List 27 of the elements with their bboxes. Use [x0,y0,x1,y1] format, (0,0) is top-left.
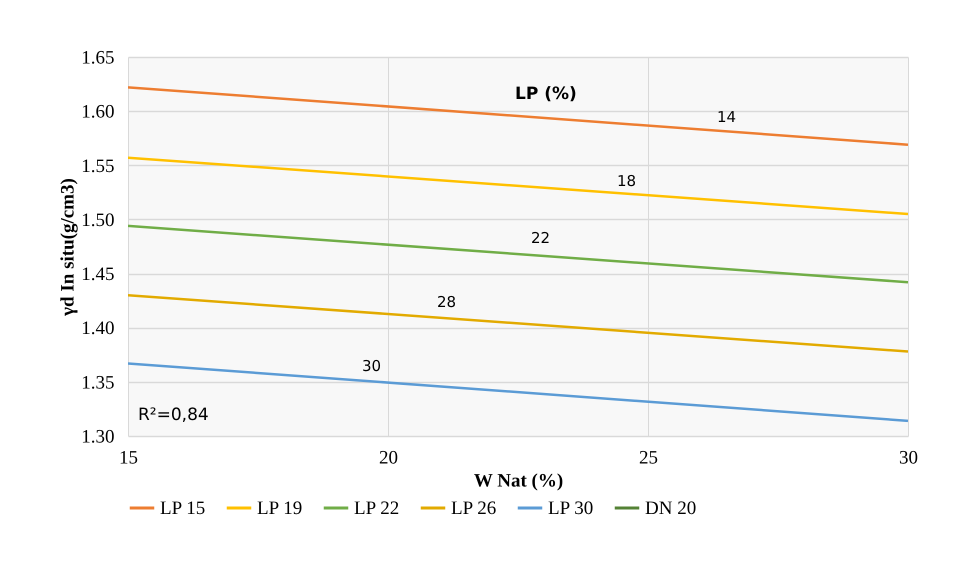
y-tick-label: 1.55 [81,156,114,177]
legend-label: LP 26 [451,498,496,519]
x-tick-label: 15 [119,448,138,468]
y-axis-title: γd In situ(g/cm3) [57,178,78,317]
annotation: 14 [717,108,736,126]
annotation: 30 [362,357,382,375]
x-tick-label: 25 [639,448,658,468]
legend-label: LP 22 [354,498,400,519]
x-tick-label: 20 [379,448,398,468]
annotation: 18 [617,172,636,190]
y-tick-label: 1.50 [81,210,114,231]
y-tick-label: 1.35 [81,372,114,394]
y-tick-label: 1.45 [81,264,114,286]
annotation: LP (%) [515,84,577,104]
x-axis-title: W Nat (%) [474,470,564,492]
legend-label: DN 20 [645,498,696,519]
legend-label: LP 15 [160,498,206,519]
y-tick-label: 1.60 [81,102,114,123]
y-tick-label: 1.30 [81,426,114,448]
y-tick-label: 1.40 [81,318,114,340]
legend-label: LP 19 [257,498,302,519]
annotation: 28 [437,293,456,311]
x-tick-label: 30 [899,448,918,468]
annotation: 22 [531,229,550,247]
y-tick-label: 1.65 [81,48,114,68]
legend-label: LP 30 [548,498,594,519]
annotation: R²=0,84 [138,405,209,425]
